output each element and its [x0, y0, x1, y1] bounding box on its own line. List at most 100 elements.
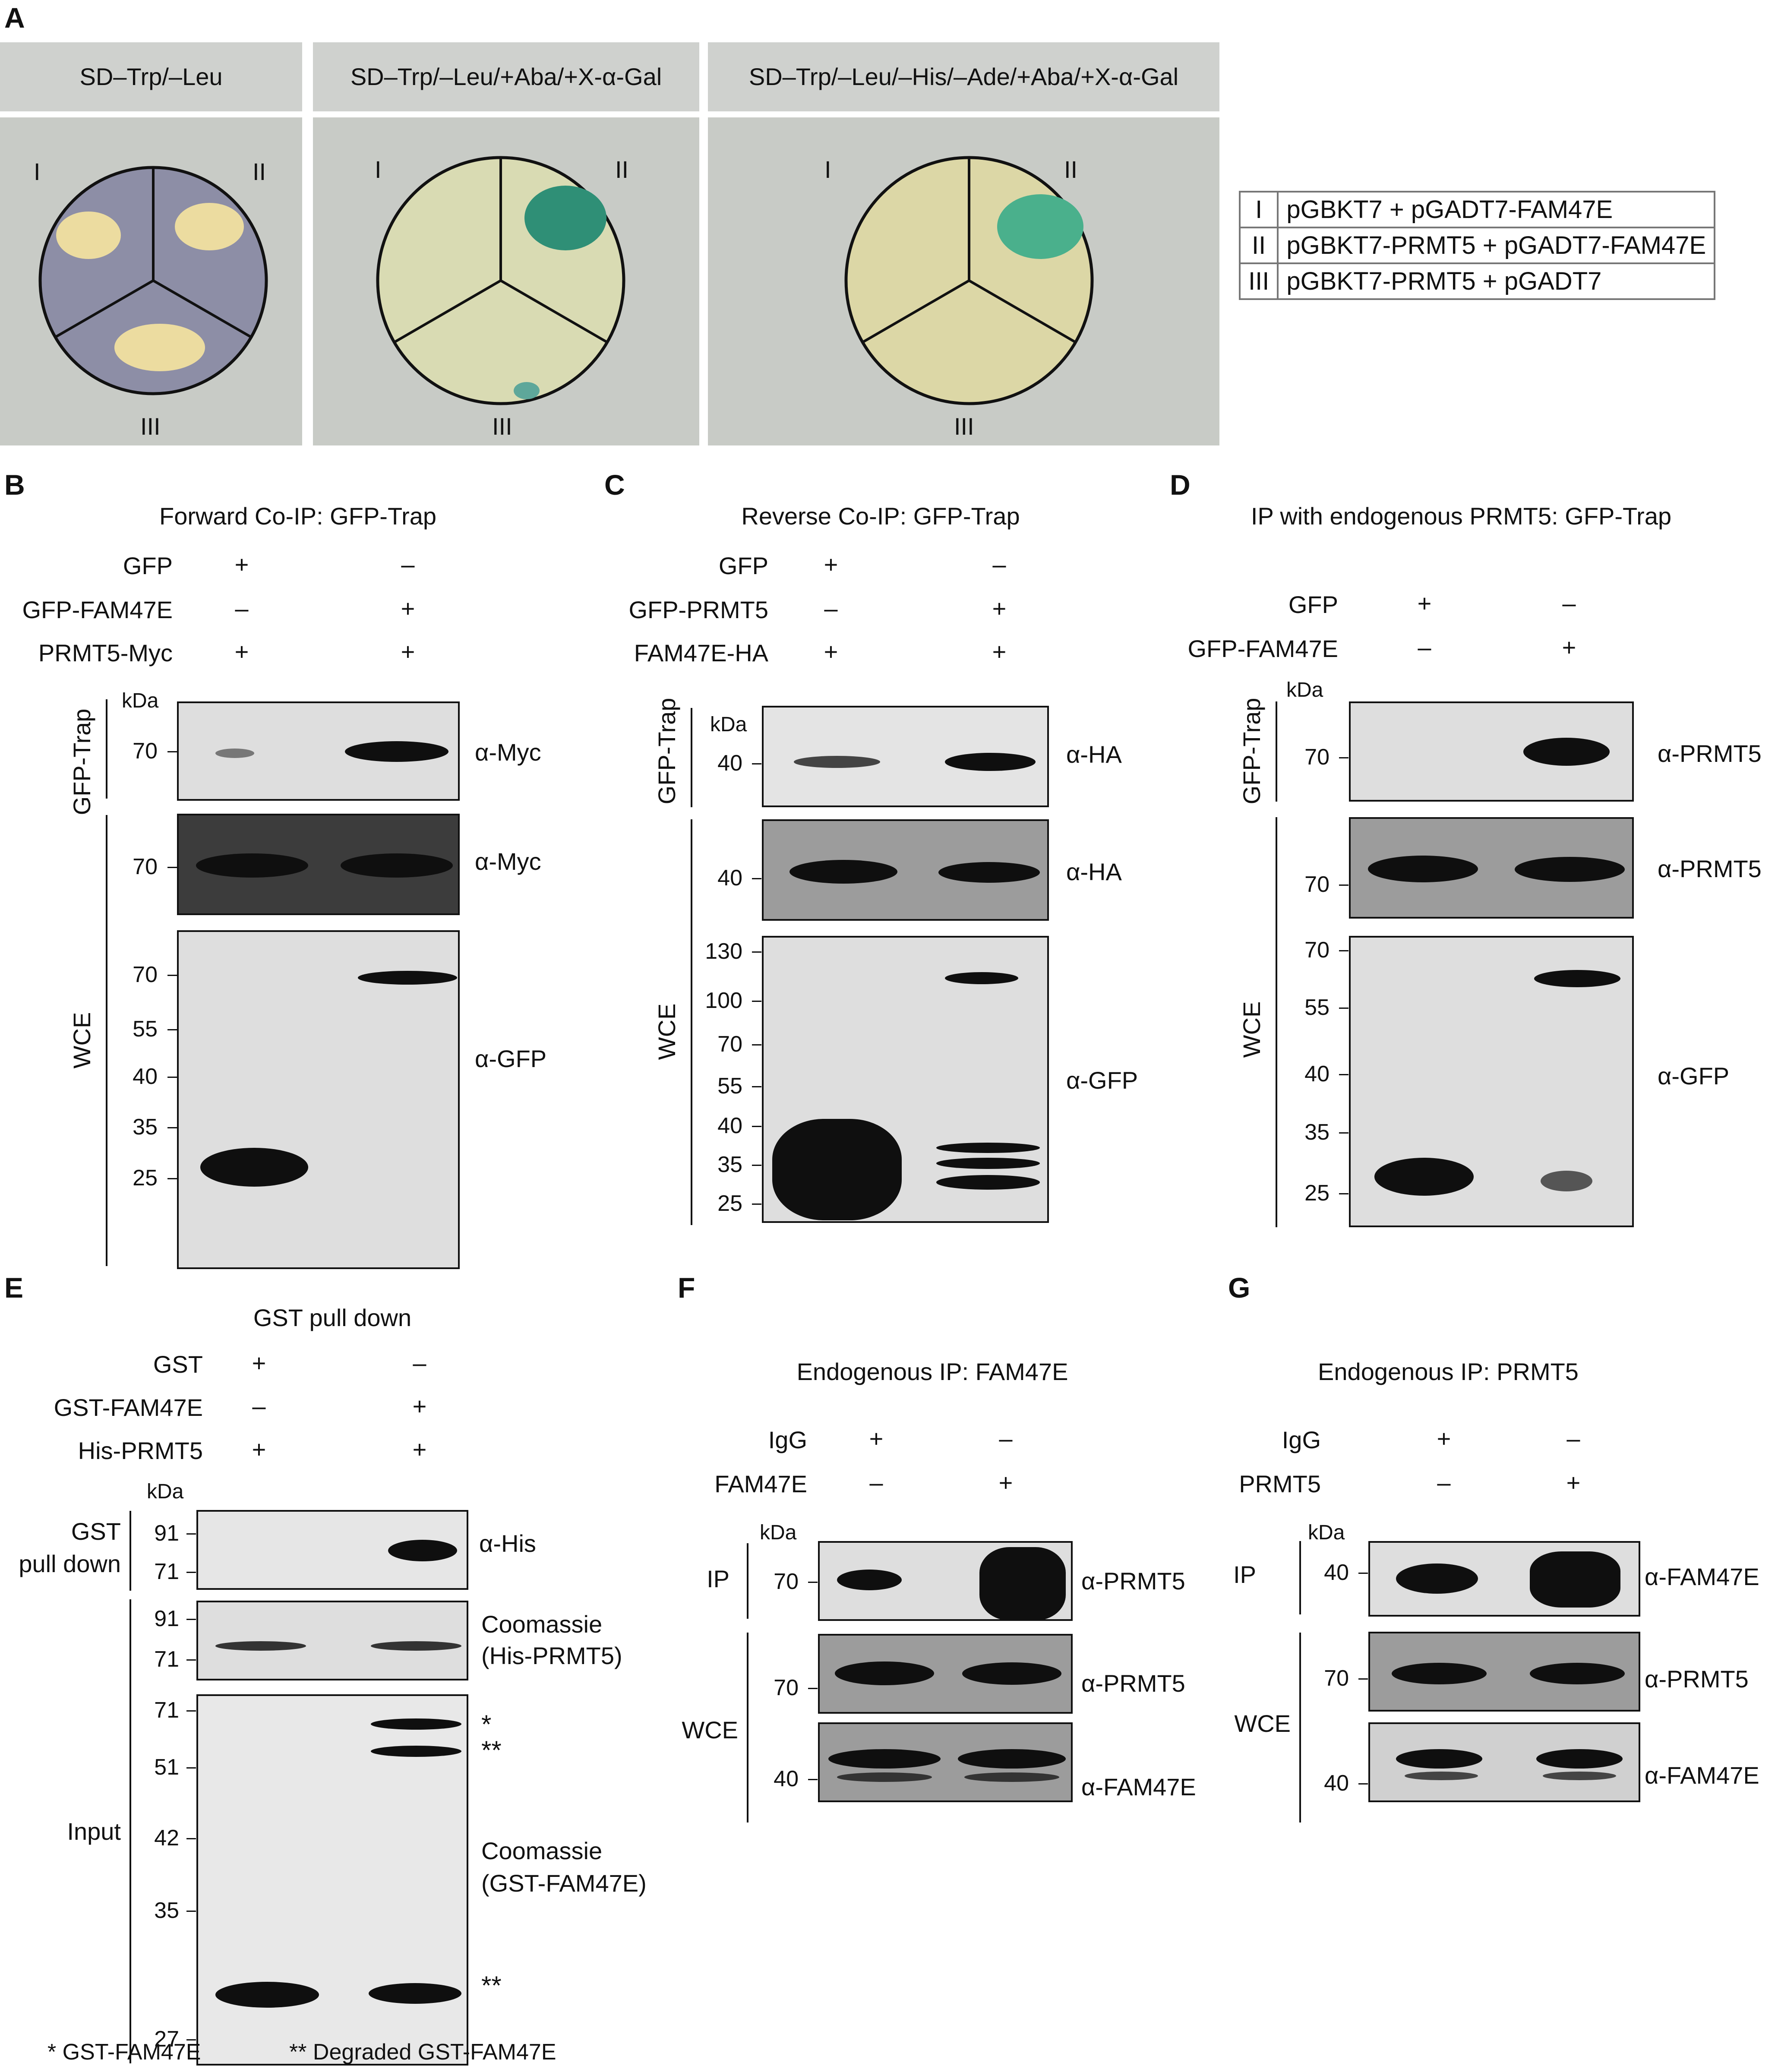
- mw-tick: [752, 1203, 761, 1205]
- band: [958, 1749, 1066, 1769]
- mw-marker: 71: [154, 1698, 179, 1723]
- mw-tick: [1339, 757, 1349, 758]
- condition-label: IgG: [1282, 1426, 1321, 1453]
- mw-marker: 70: [133, 854, 158, 879]
- plate-1-sector-ii: II: [253, 158, 266, 185]
- plate-2-header: SD–Trp/–Leu/+Aba/+X-α-Gal: [313, 42, 699, 111]
- kda-label: kDa: [710, 713, 747, 736]
- blot-wce-prmt5: [1368, 1632, 1640, 1712]
- band: [794, 756, 880, 768]
- condition-value: –: [999, 1425, 1013, 1452]
- antibody-label: α-FAM47E: [1081, 1773, 1196, 1800]
- band: [837, 1570, 902, 1590]
- key-text: pGBKT7 + pGADT7-FAM47E: [1277, 191, 1716, 228]
- panel-a-label: A: [4, 2, 25, 34]
- mw-marker: 27: [154, 2027, 179, 2052]
- mw-marker: 55: [133, 1017, 158, 1042]
- band: [371, 1718, 461, 1730]
- mw-tick: [752, 1044, 761, 1045]
- mw-marker: 40: [133, 1064, 158, 1089]
- blot-wce-gfp: [762, 936, 1049, 1223]
- condition-value: –: [401, 551, 415, 578]
- condition-value: +: [824, 638, 838, 665]
- band: [200, 1148, 308, 1187]
- mw-tick: [808, 1688, 818, 1689]
- kda-label: kDa: [1308, 1521, 1345, 1544]
- plate-3-dish: [844, 156, 1094, 405]
- band: [1368, 856, 1478, 882]
- mw-tick: [1339, 1074, 1349, 1075]
- band: [936, 1143, 1040, 1153]
- key-row: II pGBKT7-PRMT5 + pGADT7-FAM47E: [1238, 227, 1716, 264]
- condition-label: FAM47E-HA: [634, 639, 768, 666]
- condition-value: –: [992, 551, 1006, 578]
- plate-1-sector-iii: III: [140, 413, 161, 440]
- band: [1405, 1772, 1478, 1780]
- panel-b-label: B: [4, 469, 25, 501]
- panel-f-label: F: [678, 1272, 695, 1304]
- gfp-trap-group-label: GFP-Trap: [653, 698, 680, 805]
- blot-wce-ha: [762, 819, 1049, 921]
- band: [1530, 1551, 1620, 1608]
- gfp-trap-group-label: GFP-Trap: [68, 708, 95, 815]
- gst-pull-down-group-label: GST: [71, 1518, 121, 1545]
- mw-marker: 40: [1324, 1560, 1349, 1585]
- condition-value: –: [869, 1469, 883, 1496]
- antibody-label: α-HA: [1066, 741, 1122, 768]
- condition-label: FAM47E: [714, 1470, 807, 1497]
- band: [215, 749, 254, 758]
- condition-value: +: [234, 551, 249, 578]
- blot-wce-fam47e: [1368, 1722, 1640, 1802]
- wce-group-label: WCE: [682, 1716, 738, 1744]
- band: [215, 1982, 319, 2008]
- mw-marker: 91: [154, 1521, 179, 1546]
- kda-label: kDa: [147, 1480, 184, 1503]
- condition-label: GST-FAM47E: [54, 1394, 203, 1421]
- mw-tick: [752, 1126, 761, 1127]
- mw-marker: 40: [717, 1113, 742, 1138]
- key-row: I pGBKT7 + pGADT7-FAM47E: [1238, 191, 1716, 228]
- antibody-label: α-Myc: [475, 848, 541, 875]
- mw-tick: [1358, 1678, 1368, 1680]
- band: [962, 1662, 1061, 1685]
- condition-value: +: [1417, 590, 1432, 617]
- footnote-gst-fam47e: * GST-FAM47E: [47, 2040, 201, 2065]
- mw-tick: [808, 1779, 818, 1780]
- blot-gfp-trap-myc: [177, 701, 460, 801]
- plate-2-sector-ii: II: [615, 156, 629, 183]
- band: [936, 1175, 1040, 1190]
- condition-value: +: [234, 638, 249, 665]
- blot-wce-prmt5: [1349, 817, 1634, 919]
- antibody-label: α-GFP: [1066, 1067, 1138, 1094]
- key-row: III pGBKT7-PRMT5 + pGADT7: [1238, 262, 1716, 300]
- plate-3-sector-i: I: [824, 156, 831, 183]
- band: [345, 741, 448, 762]
- mw-tick: [1339, 1132, 1349, 1134]
- panel-c-label: C: [604, 469, 625, 501]
- mw-tick: [167, 1077, 177, 1078]
- band: [938, 862, 1040, 883]
- condition-value: –: [235, 595, 249, 622]
- mw-marker: 70: [774, 1569, 799, 1594]
- band: [828, 1749, 941, 1769]
- antibody-label: α-GFP: [475, 1045, 547, 1072]
- mw-tick: [186, 1911, 196, 1912]
- footnote-degraded-gst-fam47e: ** Degraded GST-FAM47E: [289, 2040, 556, 2065]
- mw-marker: 70: [717, 1032, 742, 1057]
- condition-label: IgG: [768, 1426, 807, 1453]
- condition-label: PRMT5: [1239, 1470, 1321, 1497]
- band: [1530, 1663, 1625, 1684]
- plate-3-sector-iii: III: [954, 413, 974, 440]
- wce-group-label: WCE: [1234, 1710, 1291, 1737]
- condition-value: –: [824, 595, 838, 622]
- blot-gfp-trap-ha: [762, 706, 1049, 807]
- mw-marker: 40: [717, 751, 742, 776]
- kda-label: kDa: [760, 1521, 797, 1544]
- mw-marker: 25: [1304, 1181, 1330, 1206]
- band: [979, 1547, 1066, 1619]
- mw-tick: [167, 867, 177, 868]
- mw-tick: [167, 1178, 177, 1179]
- plate-images: [38, 156, 1094, 405]
- band-asterisk: *: [481, 1710, 492, 1739]
- mw-marker: 70: [133, 962, 158, 987]
